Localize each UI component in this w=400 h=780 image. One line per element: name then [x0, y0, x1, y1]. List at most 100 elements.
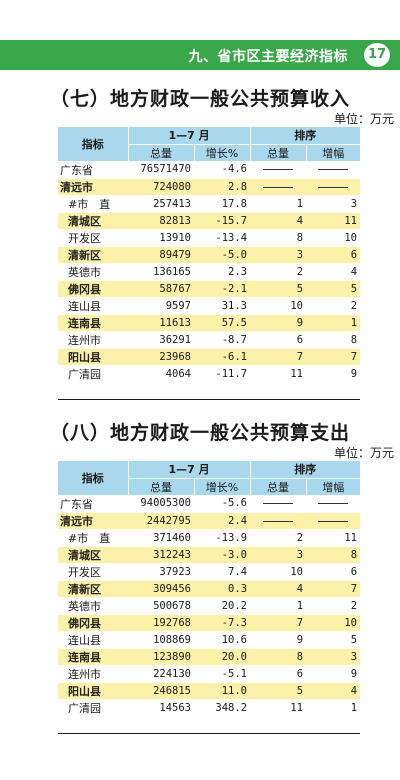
row-growth: 2.8	[194, 178, 251, 195]
row-rank-growth: 5	[306, 280, 361, 297]
row-rank-total: 10	[290, 299, 304, 312]
row-rank-total: 7	[250, 348, 307, 365]
row-rank-growth: 7	[306, 580, 361, 597]
row-rank-growth: 11	[306, 212, 361, 229]
header-ranking: 排序	[249, 461, 361, 479]
row-growth: 20.2	[221, 599, 248, 612]
header-indicator: 指标	[58, 127, 128, 162]
table-row: 开发区 37923 7.4 10 6	[58, 563, 361, 580]
row-rank-growth: 3	[350, 197, 358, 210]
row-rank-total: 5	[250, 280, 307, 297]
row-name: 佛冈县	[58, 280, 128, 297]
row-growth: -7.3	[194, 614, 251, 631]
row-name: 广东省	[60, 497, 93, 511]
row-rank-growth: 10	[306, 614, 361, 631]
row-rank-growth: 7	[306, 348, 361, 365]
table-row: #市 直 257413 17.8 1 3	[58, 195, 361, 212]
row-total: 246815	[128, 682, 194, 699]
table-row: 连州市 224130 -5.1 6 9	[58, 665, 361, 682]
page-number-badge: 17	[364, 43, 390, 67]
row-total: 192768	[128, 614, 194, 631]
table-row: 清新区 89479 -5.0 3 6	[58, 246, 361, 263]
dash-placeholder	[318, 503, 349, 505]
row-name: 连州市	[68, 333, 101, 347]
row-total: 14563	[159, 701, 191, 714]
row-total: 82813	[128, 212, 194, 229]
row-rank-total: 4	[250, 212, 307, 229]
row-total: 123890	[128, 648, 194, 665]
row-name: 开发区	[68, 231, 101, 245]
row-growth: 20.0	[194, 648, 251, 665]
row-rank-total: 4	[250, 580, 307, 597]
row-rank-growth: 8	[306, 546, 361, 563]
header-growth: 增长%	[193, 478, 251, 495]
row-rank-total: 2	[296, 531, 304, 544]
row-rank-total: 2	[296, 265, 304, 278]
table-row: 佛冈县 192768 -7.3 7 10	[58, 614, 361, 631]
row-total: 23968	[128, 348, 194, 365]
row-name: 连山县	[68, 633, 101, 647]
table-row: 佛冈县 58767 -2.1 5 5	[58, 280, 361, 297]
unit-label-expenditure: 单位：万元	[333, 446, 394, 460]
row-growth: -3.0	[194, 546, 251, 563]
row-total: 224130	[153, 667, 191, 680]
row-growth: -6.1	[194, 348, 251, 365]
table-row: 阳山县 246815 11.0 5 4	[58, 682, 361, 699]
table-row: 开发区 13910 -13.4 8 10	[58, 229, 361, 246]
dash-placeholder	[263, 186, 294, 188]
header-period: 1—7 月	[127, 461, 251, 479]
row-growth: -5.0	[194, 246, 251, 263]
table-row: 阳山县 23968 -6.1 7 7	[58, 348, 361, 365]
dash-placeholder	[263, 503, 294, 505]
row-rank-total	[250, 512, 307, 529]
row-rank-total: 9	[250, 314, 307, 331]
row-rank-growth: 5	[350, 633, 358, 646]
table-row: 清新区 309456 0.3 4 7	[58, 580, 361, 597]
row-rank-total: 5	[250, 682, 307, 699]
row-rank-growth: 9	[350, 367, 358, 380]
row-growth: 2.3	[228, 265, 248, 278]
row-total: 371460	[153, 531, 191, 544]
row-name: 连南县	[58, 314, 128, 331]
row-rank-growth: 11	[344, 531, 358, 544]
row-name: 阳山县	[58, 682, 128, 699]
row-growth: 10.6	[221, 633, 248, 646]
row-rank-growth: 6	[350, 565, 358, 578]
row-name: 广清园	[68, 701, 101, 715]
row-rank-total: 3	[250, 246, 307, 263]
row-name: 清城区	[58, 546, 128, 563]
row-rank-growth: 4	[306, 682, 361, 699]
row-growth: -13.9	[215, 531, 248, 544]
table-row: 清远市 2442795 2.4	[58, 512, 361, 529]
row-total: 89479	[128, 246, 194, 263]
revenue-table: 指标 1—7 月 排序 总量 增长% 总量 增幅 广东省 76571470 -4.6…	[58, 127, 361, 383]
table-row: #市 直 371460 -13.9 2 11	[58, 529, 361, 546]
dash-placeholder	[263, 520, 294, 522]
row-growth: -2.1	[194, 280, 251, 297]
row-rank-growth: 8	[350, 333, 358, 346]
row-name: 连州市	[68, 667, 101, 681]
row-total: 724080	[128, 178, 194, 195]
row-growth: 57.5	[194, 314, 251, 331]
row-total: 500678	[153, 599, 191, 612]
row-rank-growth: 2	[350, 599, 358, 612]
table-row: 连州市 36291 -8.7 6 8	[58, 331, 361, 348]
table-row: 广清园 14563 348.2 11 1	[58, 699, 361, 716]
row-rank-growth	[306, 512, 361, 529]
row-name: 广清园	[68, 367, 101, 381]
row-rank-total: 8	[296, 231, 304, 244]
row-total: 58767	[128, 280, 194, 297]
expenditure-table: 指标 1—7 月 排序 总量 增长% 总量 增幅 广东省 94005300 -5.6…	[58, 461, 361, 717]
row-name: #市 直	[68, 197, 111, 211]
table-row: 广东省 76571470 -4.6	[58, 161, 361, 178]
row-rank-growth: 6	[306, 246, 361, 263]
table-row: 连山县 9597 31.3 10 2	[58, 297, 361, 314]
header-rank-total: 总量	[249, 478, 307, 495]
row-rank-growth	[306, 161, 360, 178]
row-growth: -5.6	[221, 497, 248, 510]
table-row: 广东省 94005300 -5.6	[58, 495, 361, 512]
row-name: 清城区	[58, 212, 128, 229]
table-row: 清城区 312243 -3.0 3 8	[58, 546, 361, 563]
row-growth: 31.3	[221, 299, 248, 312]
row-rank-growth: 3	[306, 648, 361, 665]
